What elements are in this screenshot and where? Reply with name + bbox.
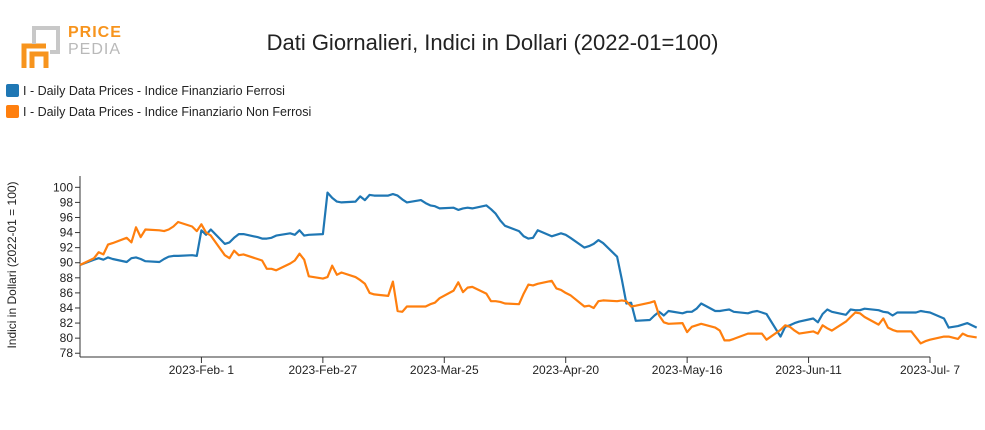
legend-label-non-ferrosi: I - Daily Data Prices - Indice Finanziar…	[23, 104, 312, 119]
y-tick-label: 88	[60, 271, 74, 285]
legend-item-ferrosi[interactable]: I - Daily Data Prices - Indice Finanziar…	[6, 80, 311, 101]
y-tick-label: 90	[60, 256, 74, 270]
legend-label-ferrosi: I - Daily Data Prices - Indice Finanziar…	[23, 83, 285, 98]
y-tick-label: 92	[60, 241, 74, 255]
series-group	[79, 191, 978, 345]
legend-item-non-ferrosi[interactable]: I - Daily Data Prices - Indice Finanziar…	[6, 101, 311, 122]
chart-legend: I - Daily Data Prices - Indice Finanziar…	[6, 80, 311, 122]
chart-title: Dati Giornalieri, Indici in Dollari (202…	[266, 30, 719, 55]
pricepedia-logo: PRICE PEDIA	[20, 24, 130, 70]
x-tick-label: 2023-May-16	[652, 363, 723, 377]
x-tick-label: 2023-Feb-27	[288, 363, 357, 377]
series-line-ferrosi[interactable]	[79, 191, 978, 338]
x-tick-label: 2023-Feb- 1	[169, 363, 235, 377]
y-tick-label: 80	[60, 331, 74, 345]
x-tick-label: 2023-Jul- 7	[900, 363, 960, 377]
x-axis: 2023-Feb- 1 2023-Feb-27 2023-Mar-25 2023-Ap…	[80, 356, 960, 377]
y-tick-label: 86	[60, 286, 74, 300]
logo-mark-icon	[21, 26, 60, 68]
y-tick-label: 96	[60, 210, 74, 224]
legend-swatch-non-ferrosi	[6, 105, 19, 118]
logo-text-pedia: PEDIA	[68, 41, 122, 58]
y-tick-label: 84	[60, 301, 74, 315]
x-tick-label: 2023-Jun-11	[775, 363, 842, 377]
logo-text-price: PRICE	[68, 24, 122, 41]
y-tick-label: 100	[53, 180, 73, 194]
legend-swatch-ferrosi	[6, 84, 19, 97]
x-tick-label: 2023-Apr-20	[532, 363, 599, 377]
series-line-non-ferrosi[interactable]	[79, 220, 977, 345]
x-tick-label: 2023-Mar-25	[410, 363, 479, 377]
y-tick-label: 82	[60, 316, 74, 330]
y-tick-label: 94	[60, 226, 74, 240]
y-tick-label: 78	[60, 346, 74, 360]
y-axis-label: Indici in Dollari (2022-01 = 100)	[5, 181, 19, 348]
y-tick-label: 98	[60, 195, 74, 209]
